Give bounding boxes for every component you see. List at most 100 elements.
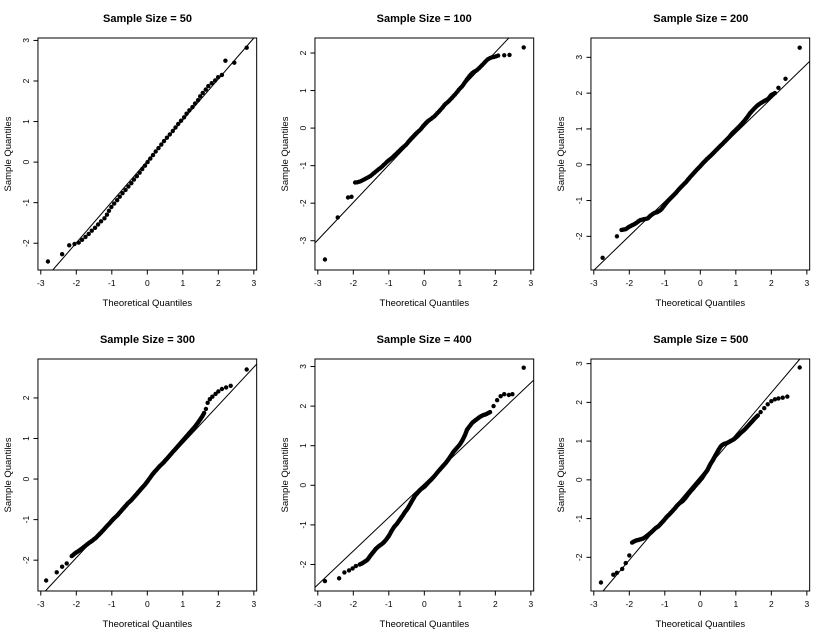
- plot-title: Sample Size = 400: [376, 334, 472, 346]
- svg-text:-1: -1: [574, 515, 584, 523]
- svg-text:1: 1: [734, 599, 739, 609]
- svg-text:2: 2: [574, 400, 584, 405]
- svg-text:-2: -2: [349, 599, 357, 609]
- svg-text:3: 3: [298, 364, 308, 369]
- svg-text:-3: -3: [590, 599, 598, 609]
- svg-text:0: 0: [21, 476, 31, 481]
- qq-plot-canvas-2: -3 -2 -1 0 1 2 3 -3 -2 -1 0 1 2 Theoretical Quantiles…: [280, 37, 534, 309]
- svg-text:0: 0: [422, 278, 427, 288]
- svg-text:3: 3: [528, 599, 533, 609]
- svg-text:-2: -2: [574, 553, 584, 561]
- svg-text:Theoretical Quantiles: Theoretical Quantiles: [379, 619, 469, 630]
- qq-plot-canvas-6: -3 -2 -1 0 1 2 3 -2 -1 0 1 2 3 Theoretical Quantiles S…: [556, 358, 811, 630]
- svg-text:-3: -3: [314, 599, 322, 609]
- svg-text:-3: -3: [298, 237, 308, 245]
- qq-plot-canvas-4: -3 -2 -1 0 1 2 3 -2 -1 0 1 2 Theoretical Quantiles Sa…: [3, 358, 258, 630]
- svg-text:1: 1: [734, 278, 739, 288]
- svg-text:1: 1: [298, 443, 308, 448]
- svg-text:3: 3: [805, 599, 810, 609]
- svg-text:2: 2: [769, 278, 774, 288]
- svg-text:Theoretical Quantiles: Theoretical Quantiles: [103, 619, 193, 630]
- plot-title: Sample Size = 200: [653, 13, 749, 25]
- svg-text:1: 1: [180, 278, 185, 288]
- qq-plot-cell-2: Sample Size = 100 -3 -2 -1 0 1 2 3 -3 -2 -1 0 1 2 The…: [277, 0, 554, 321]
- svg-text:Theoretical Quantiles: Theoretical Quantiles: [656, 298, 746, 309]
- svg-text:2: 2: [769, 599, 774, 609]
- svg-text:3: 3: [21, 38, 31, 43]
- svg-text:0: 0: [698, 278, 703, 288]
- svg-text:1: 1: [574, 438, 584, 443]
- qq-plot-canvas-5: -3 -2 -1 0 1 2 3 -2 -1 0 1 2 3 Theoretical Quantiles S…: [280, 358, 534, 630]
- svg-text:-3: -3: [37, 599, 45, 609]
- svg-text:2: 2: [21, 78, 31, 83]
- svg-text:Sample Quantiles: Sample Quantiles: [556, 437, 567, 512]
- svg-text:1: 1: [457, 599, 462, 609]
- qq-plot-canvas-3: -3 -2 -1 0 1 2 3 -2 -1 0 1 2 3 Theoretical Quantiles S…: [556, 37, 811, 309]
- svg-text:-2: -2: [298, 560, 308, 568]
- svg-text:2: 2: [216, 278, 221, 288]
- svg-text:3: 3: [528, 278, 533, 288]
- svg-text:-1: -1: [385, 278, 393, 288]
- svg-text:-1: -1: [661, 599, 669, 609]
- svg-text:0: 0: [574, 477, 584, 482]
- svg-text:0: 0: [298, 125, 308, 130]
- svg-text:3: 3: [251, 599, 256, 609]
- qq-plot-cell-5: Sample Size = 400 -3 -2 -1 0 1 2 3 -2 -1 0 1 2 3 Theo…: [277, 321, 554, 642]
- svg-text:Sample Quantiles: Sample Quantiles: [3, 437, 14, 512]
- svg-text:2: 2: [574, 90, 584, 95]
- svg-text:-1: -1: [21, 516, 31, 524]
- svg-text:-1: -1: [108, 599, 116, 609]
- svg-text:0: 0: [298, 483, 308, 488]
- svg-text:Sample Quantiles: Sample Quantiles: [280, 437, 291, 512]
- svg-text:1: 1: [457, 278, 462, 288]
- svg-text:Theoretical Quantiles: Theoretical Quantiles: [656, 619, 746, 630]
- qq-plot-cell-3: Sample Size = 200 -3 -2 -1 0 1 2 3 -2 -1 0 1 2 3 Theo…: [553, 0, 830, 321]
- svg-text:-2: -2: [298, 199, 308, 207]
- svg-text:3: 3: [805, 278, 810, 288]
- svg-text:1: 1: [574, 126, 584, 131]
- svg-text:-2: -2: [626, 599, 634, 609]
- plot-title: Sample Size = 100: [376, 13, 472, 25]
- svg-text:-2: -2: [574, 232, 584, 240]
- svg-text:-3: -3: [314, 278, 322, 288]
- svg-text:-3: -3: [590, 278, 598, 288]
- svg-text:1: 1: [21, 436, 31, 441]
- plot-title: Sample Size = 500: [653, 334, 749, 346]
- svg-text:-2: -2: [73, 278, 81, 288]
- svg-text:0: 0: [698, 599, 703, 609]
- svg-text:2: 2: [493, 599, 498, 609]
- svg-text:3: 3: [574, 361, 584, 366]
- svg-text:1: 1: [180, 599, 185, 609]
- svg-text:-1: -1: [298, 162, 308, 170]
- svg-text:-1: -1: [108, 278, 116, 288]
- svg-text:Theoretical Quantiles: Theoretical Quantiles: [103, 298, 193, 309]
- svg-text:1: 1: [21, 119, 31, 124]
- svg-text:0: 0: [574, 162, 584, 167]
- svg-text:Sample Quantiles: Sample Quantiles: [280, 116, 291, 191]
- svg-text:0: 0: [145, 599, 150, 609]
- svg-text:3: 3: [574, 55, 584, 60]
- svg-text:2: 2: [298, 403, 308, 408]
- svg-text:-2: -2: [21, 239, 31, 247]
- svg-text:0: 0: [21, 159, 31, 164]
- svg-text:0: 0: [422, 599, 427, 609]
- svg-text:-1: -1: [21, 199, 31, 207]
- plot-title: Sample Size = 50: [103, 13, 192, 25]
- qq-plot-canvas-1: -3 -2 -1 0 1 2 3 -2 -1 0 1 2 3 Theoretical Quantiles S…: [3, 37, 258, 309]
- svg-text:-1: -1: [298, 521, 308, 529]
- svg-text:-2: -2: [349, 278, 357, 288]
- svg-text:-1: -1: [574, 196, 584, 204]
- svg-text:2: 2: [298, 50, 308, 55]
- svg-text:Sample Quantiles: Sample Quantiles: [556, 116, 567, 191]
- svg-text:-3: -3: [37, 278, 45, 288]
- svg-text:-1: -1: [661, 278, 669, 288]
- svg-text:Theoretical Quantiles: Theoretical Quantiles: [379, 298, 469, 309]
- svg-text:Sample Quantiles: Sample Quantiles: [3, 116, 14, 191]
- svg-text:2: 2: [21, 395, 31, 400]
- qq-plot-cell-1: Sample Size = 50 -3 -2 -1 0 1 2 3 -2 -1 0 1 2 3 Theor…: [0, 0, 277, 321]
- svg-text:-2: -2: [21, 556, 31, 564]
- svg-text:0: 0: [145, 278, 150, 288]
- qq-plot-cell-4: Sample Size = 300 -3 -2 -1 0 1 2 3 -2 -1 0 1 2 Theor…: [0, 321, 277, 642]
